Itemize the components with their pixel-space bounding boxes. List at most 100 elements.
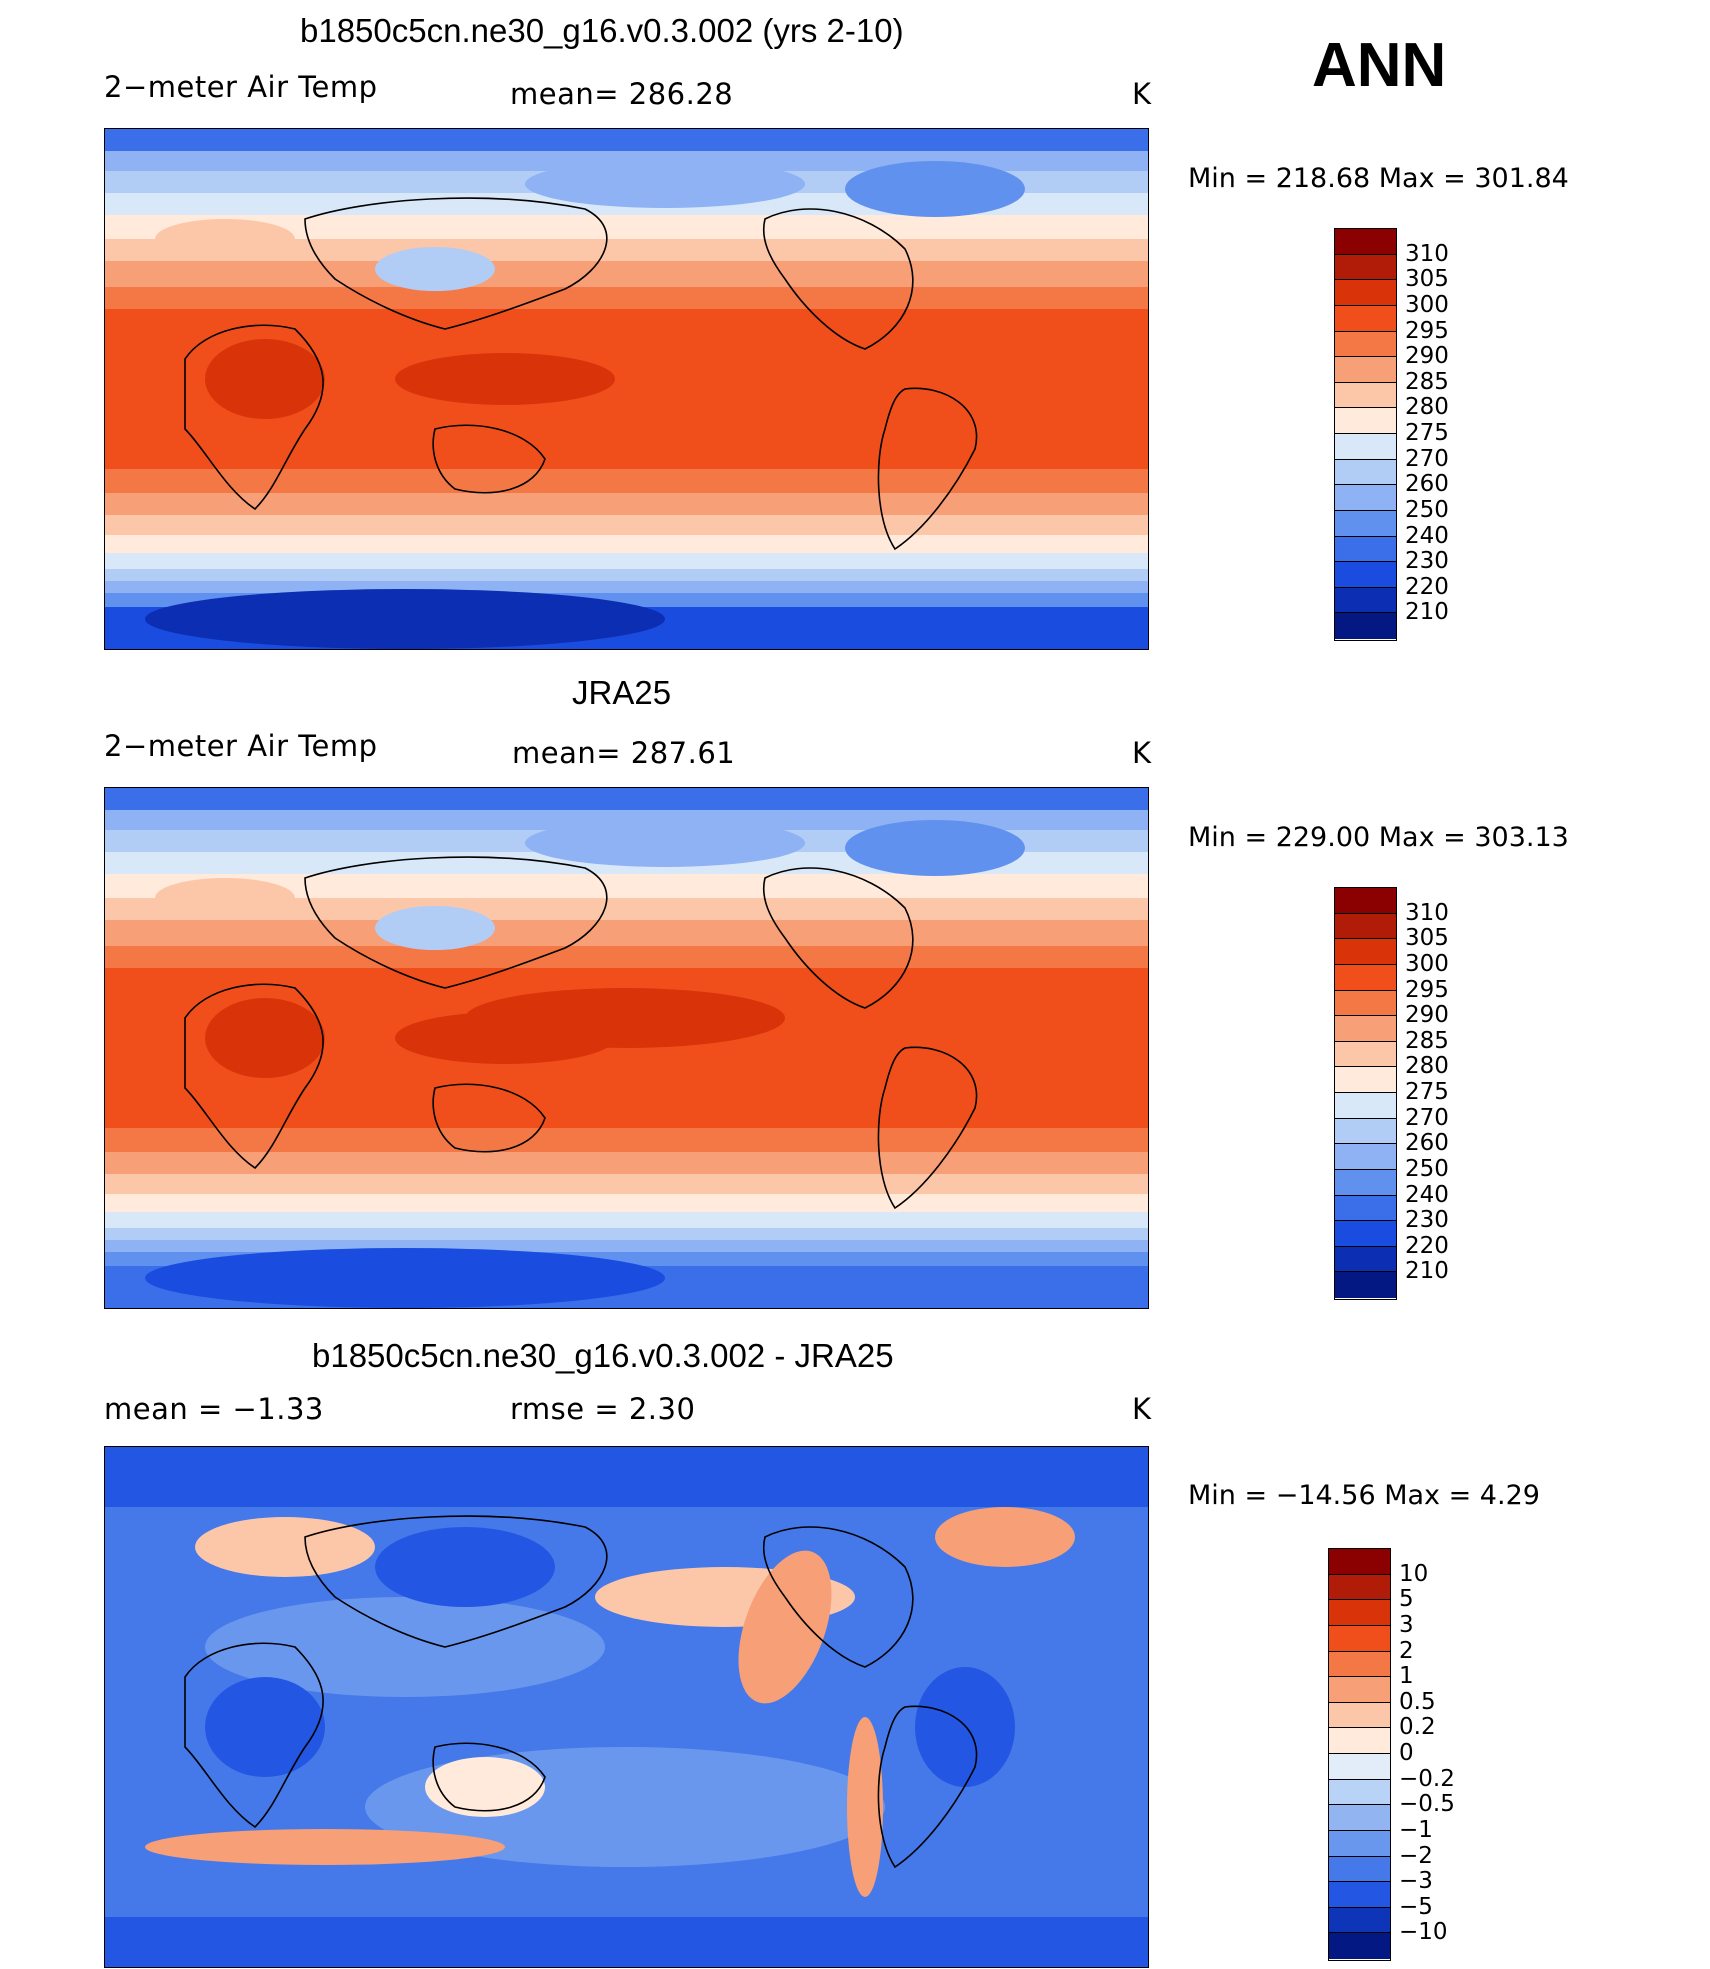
colorbar-label: 275 [1405,1079,1449,1105]
colorbar-label: 250 [1405,496,1449,523]
colorbar-swatch [1335,587,1396,614]
panel-2-title: JRA25 [572,674,672,711]
colorbar-swatch [1335,1067,1396,1093]
field-blob [145,1829,505,1865]
colorbar-swatch [1329,1574,1390,1601]
field-blob [205,339,325,419]
colorbar-swatch [1335,459,1396,486]
field-blob [155,219,295,259]
colorbar-swatch [1335,434,1396,460]
colorbar-label: 275 [1405,420,1449,446]
panel-1-field [105,129,1148,649]
colorbar-swatch [1335,1272,1396,1298]
colorbar-swatch [1329,1856,1390,1883]
field-blob [145,1248,665,1308]
colorbar-label: 285 [1405,368,1449,395]
colorbar-swatch [1329,1728,1390,1754]
colorbar-swatch [1335,229,1396,255]
panel-3-map [104,1446,1149,1968]
colorbar-label: 250 [1405,1155,1449,1182]
colorbar-swatch [1329,1702,1390,1729]
colorbar-swatch [1335,305,1396,332]
panel-3-minmax: Min = −14.56 Max = 4.29 [1188,1480,1540,1511]
colorbar-swatch [1329,1651,1390,1678]
field-band [105,1240,1148,1252]
panel-1-colorbar [1334,228,1397,641]
field-band [105,1917,1148,1967]
colorbar-label: −2 [1399,1842,1433,1869]
field-band [105,1174,1148,1194]
colorbar-label: 260 [1405,1130,1449,1157]
colorbar-swatch [1335,510,1396,537]
colorbar-label: 270 [1405,445,1449,472]
panel-2-variable-label: 2−meter Air Temp [104,729,378,763]
panel-2-colorbar [1334,887,1397,1300]
colorbar-label: −0.2 [1399,1765,1455,1792]
field-blob [205,1597,605,1697]
field-band [105,261,1148,287]
coastline [877,387,978,551]
field-blob [845,820,1025,876]
colorbar-label: 270 [1405,1104,1449,1131]
panel-2-field [105,788,1148,1308]
field-band [105,1128,1148,1152]
colorbar-swatch [1335,562,1396,588]
field-blob [845,161,1025,217]
field-blob [915,1667,1015,1787]
coastline [762,867,914,1009]
colorbar-label: 3 [1399,1611,1414,1638]
coastline [432,1083,546,1153]
panel-2-coastlines [184,856,978,1210]
field-blob [205,998,325,1078]
panel-2-minmax: Min = 229.00 Max = 303.13 [1188,822,1569,853]
panel-1-map [104,128,1149,650]
colorbar-label: 260 [1405,471,1449,498]
colorbar-label: 0.5 [1399,1688,1436,1715]
field-band [105,515,1148,535]
colorbar-swatch [1329,1882,1390,1908]
field-band [105,1228,1148,1240]
colorbar-label: 220 [1405,1232,1449,1259]
colorbar-swatch [1335,408,1396,434]
panel-3-field [105,1447,1148,1967]
panel-1-units: K [1132,77,1152,111]
coastline [432,1742,546,1812]
colorbar-swatch [1335,1016,1396,1042]
colorbar-label: 0 [1399,1740,1414,1766]
field-band [105,1152,1148,1174]
coastline [304,856,608,989]
colorbar-swatch [1335,382,1396,409]
panel-2-units: K [1132,736,1152,770]
field-blob [935,1507,1075,1567]
colorbar-label: 290 [1405,343,1449,370]
colorbar-swatch [1329,1907,1390,1934]
field-band [105,1194,1148,1212]
colorbar-swatch [1335,1221,1396,1247]
panel-3-title: b1850c5cn.ne30_g16.v0.3.002 - JRA25 [312,1337,894,1374]
colorbar-label: 280 [1405,394,1449,421]
panel-3-units: K [1132,1392,1152,1426]
field-band [105,946,1148,968]
colorbar-swatch [1335,357,1396,383]
field-band [105,469,1148,493]
field-blob [375,906,495,950]
colorbar-label: 2 [1399,1637,1414,1664]
field-band [105,788,1148,810]
panel-3-colorbar [1328,1548,1391,1961]
field-band [105,581,1148,593]
colorbar-swatch [1329,1933,1390,1959]
colorbar-label: 0.2 [1399,1714,1436,1741]
field-band [105,493,1148,515]
colorbar-swatch [1335,913,1396,940]
colorbar-label: 300 [1405,291,1449,318]
panel-1-mean: mean= 286.28 [510,77,734,111]
coastline [762,1526,914,1668]
colorbar-label: 240 [1405,1181,1449,1208]
colorbar-label: 210 [1405,1258,1449,1285]
field-blob [395,353,615,405]
field-blob [847,1717,883,1897]
field-blob [155,878,295,918]
season-label: ANN [1312,31,1447,100]
panel-3-rmse: rmse = 2.30 [510,1392,696,1426]
colorbar-swatch [1335,1093,1396,1119]
